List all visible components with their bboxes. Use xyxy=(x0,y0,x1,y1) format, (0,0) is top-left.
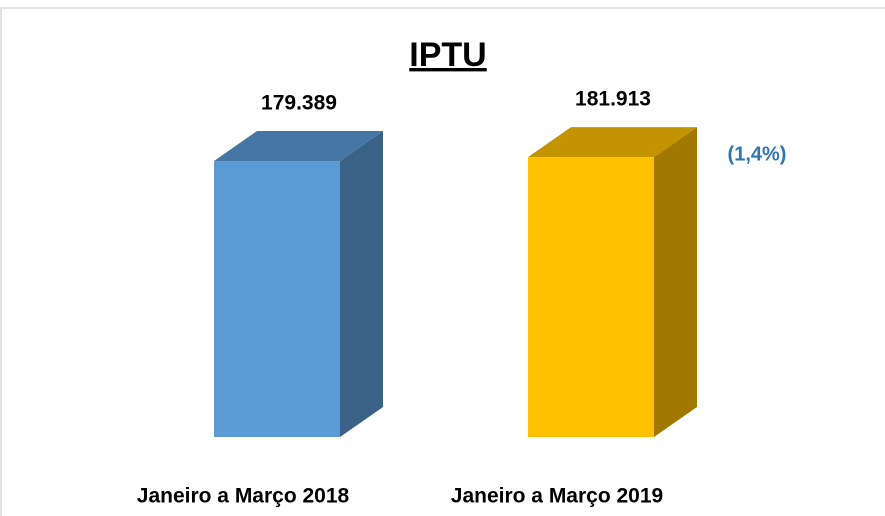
x-tick-label: Janeiro a Março 2019 xyxy=(451,485,663,508)
value-label: 179.389 xyxy=(261,92,337,115)
annotation: (1,4%) xyxy=(728,143,787,165)
bar xyxy=(528,157,654,437)
bar-top xyxy=(528,127,697,158)
bar-side xyxy=(340,131,383,438)
bar-side xyxy=(654,127,697,437)
chart-title: IPTU xyxy=(409,36,486,74)
chart-border xyxy=(0,7,885,516)
value-label: 181.913 xyxy=(575,88,651,111)
bar-top xyxy=(214,131,383,162)
bar xyxy=(214,161,340,438)
x-tick-label: Janeiro a Março 2018 xyxy=(137,485,350,508)
